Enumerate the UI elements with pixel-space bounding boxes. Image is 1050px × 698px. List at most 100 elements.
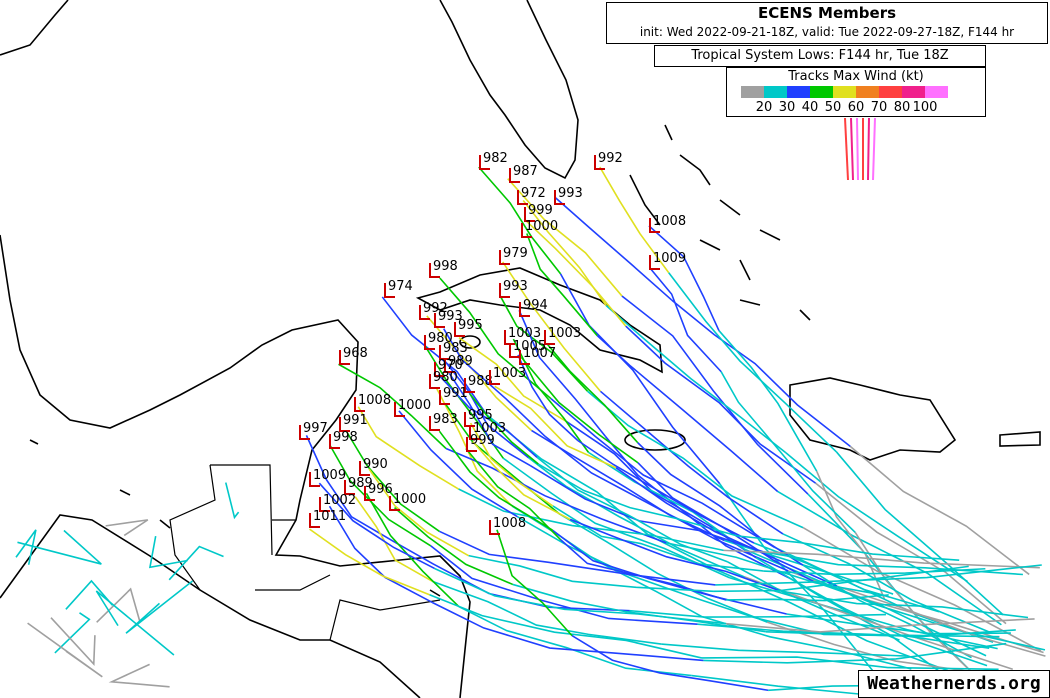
track: [713, 565, 969, 593]
subtitle: init: Wed 2022-09-21-18Z, valid: Tue 202…: [639, 25, 1015, 39]
low-marker: [524, 207, 535, 222]
track: [65, 579, 114, 610]
track: [649, 267, 722, 373]
low-marker: [499, 250, 510, 265]
track: [345, 431, 440, 532]
pressure-label: 982: [483, 151, 508, 166]
track: [726, 594, 889, 602]
track: [502, 261, 602, 392]
track: [703, 642, 1007, 664]
low-marker: [439, 345, 450, 360]
track: [444, 402, 561, 515]
low-marker: [339, 350, 350, 365]
pressure-label: 1007: [523, 346, 556, 361]
pressure-label: 1003: [473, 421, 506, 436]
pressure-label: 1005: [513, 339, 546, 354]
pressure-label: 972: [521, 186, 546, 201]
pressure-label: 974: [388, 279, 413, 294]
header-box: ECENS Members init: Wed 2022-09-21-18Z, …: [606, 2, 1048, 44]
colorbar-label: 60: [848, 100, 865, 114]
colorbar-label: 100: [913, 100, 938, 114]
track: [393, 507, 514, 586]
track: [569, 518, 781, 592]
pressure-label: 1003: [493, 366, 526, 381]
pressure-label: 997: [303, 421, 328, 436]
track: [398, 410, 518, 518]
track: [168, 545, 224, 581]
track: [17, 529, 102, 565]
track: [430, 545, 698, 626]
low-marker: [359, 461, 370, 476]
track: [15, 529, 37, 565]
track: [381, 296, 488, 415]
track: [661, 643, 907, 657]
colorbar-swatch: [856, 86, 879, 98]
pressure-label: 995: [468, 408, 493, 423]
track: [105, 519, 149, 537]
low-marker: [464, 412, 475, 427]
track: [872, 117, 876, 181]
track: [526, 233, 598, 337]
pressure-label: 983: [443, 341, 468, 356]
track: [816, 470, 886, 600]
track: [54, 612, 91, 654]
low-marker: [339, 417, 350, 432]
low-marker: [489, 520, 500, 535]
track: [763, 567, 986, 576]
pressure-label: 1008: [358, 393, 391, 408]
low-marker: [389, 496, 400, 511]
pressure-label: 1000: [525, 219, 558, 234]
track: [765, 629, 1016, 638]
track: [599, 390, 784, 535]
track: [437, 373, 538, 458]
track: [719, 483, 881, 681]
low-marker: [454, 322, 465, 337]
track: [438, 530, 716, 586]
track: [434, 567, 727, 625]
track: [785, 452, 968, 583]
track: [625, 325, 817, 484]
pressure-label: 993: [438, 309, 463, 324]
track: [637, 442, 804, 566]
track: [718, 330, 818, 472]
low-marker: [464, 378, 475, 393]
track: [544, 435, 789, 572]
pressure-label: 993: [558, 186, 583, 201]
track: [856, 117, 859, 181]
low-marker: [594, 155, 605, 170]
track: [95, 590, 175, 656]
low-marker: [364, 486, 375, 501]
pressure-label: 980: [428, 331, 453, 346]
colorbar-swatch: [925, 86, 948, 98]
track: [478, 166, 562, 275]
pressure-label: 994: [523, 298, 548, 313]
track: [108, 663, 170, 688]
track: [469, 393, 539, 465]
low-marker: [649, 218, 660, 233]
colorbar-swatch: [741, 86, 764, 98]
colorbar-swatch: [787, 86, 810, 98]
title: ECENS Members: [757, 4, 897, 22]
low-marker: [521, 223, 532, 238]
track: [472, 441, 571, 521]
low-marker: [509, 168, 520, 183]
track: [431, 601, 704, 662]
track: [587, 390, 804, 529]
track: [599, 166, 670, 274]
track: [605, 304, 787, 454]
track: [835, 451, 1004, 616]
track: [96, 587, 141, 623]
track: [867, 117, 870, 181]
low-marker: [394, 402, 405, 417]
track: [442, 357, 530, 459]
low-marker: [309, 513, 320, 528]
low-marker: [434, 362, 445, 377]
colorbar-swatch: [833, 86, 856, 98]
track: [724, 539, 894, 595]
track: [328, 505, 433, 604]
track: [815, 482, 1007, 625]
track: [432, 580, 662, 645]
colorbar-label: 40: [802, 100, 819, 114]
low-marker: [344, 480, 355, 495]
